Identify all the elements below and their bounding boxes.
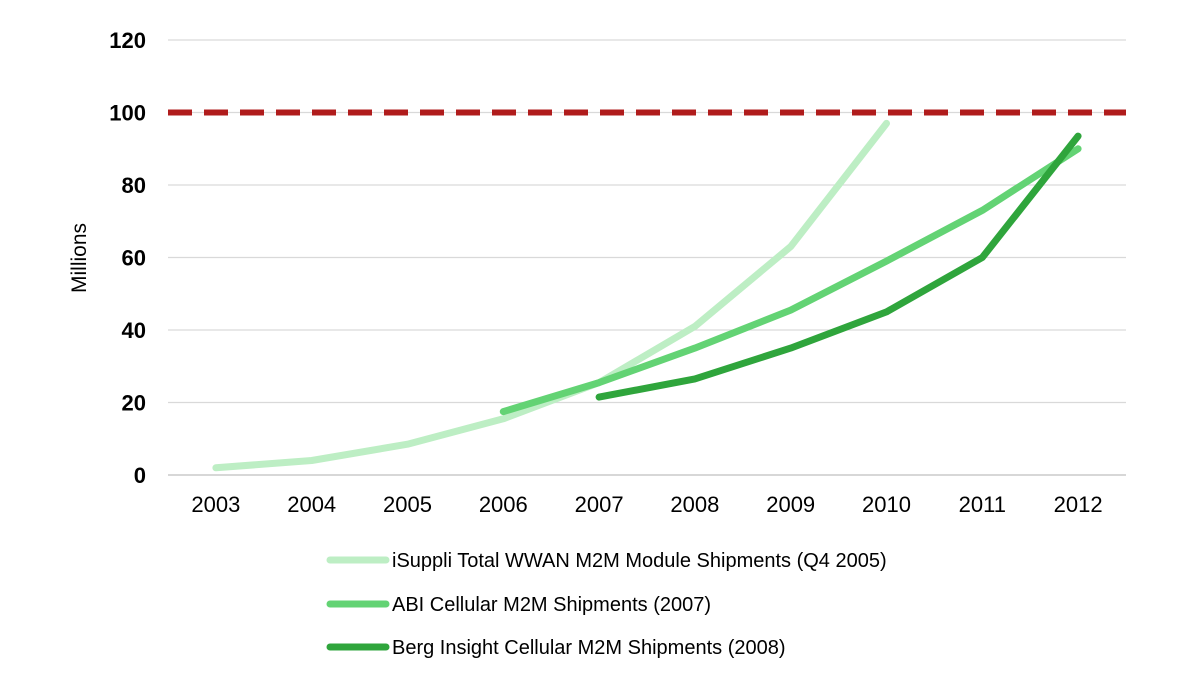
legend-label: ABI Cellular M2M Shipments (2007): [392, 594, 711, 616]
x-tick-label: 2007: [575, 492, 624, 517]
y-axis-ticks: 0 20 40 60 80 100 120: [109, 28, 146, 488]
y-tick-label: 20: [122, 391, 146, 416]
x-tick-label: 2004: [287, 492, 336, 517]
x-tick-label: 2008: [670, 492, 719, 517]
legend-label: Berg Insight Cellular M2M Shipments (200…: [392, 637, 786, 659]
series-line-2: [499, 145, 1082, 416]
x-tick-label: 2012: [1054, 492, 1103, 517]
series-lines: [212, 119, 1082, 472]
x-tick-label: 2009: [766, 492, 815, 517]
y-tick-label: 60: [122, 246, 146, 271]
series-line-3: [595, 132, 1082, 401]
x-tick-label: 2005: [383, 492, 432, 517]
y-tick-label: 0: [134, 463, 146, 488]
y-tick-label: 80: [122, 173, 146, 198]
series-line-1: [212, 119, 890, 472]
y-tick-label: 100: [109, 101, 146, 126]
x-tick-label: 2010: [862, 492, 911, 517]
x-tick-label: 2011: [959, 492, 1006, 517]
y-tick-label: 40: [122, 318, 146, 343]
legend-label: iSuppli Total WWAN M2M Module Shipments …: [392, 550, 887, 572]
y-tick-label: 120: [109, 28, 146, 53]
x-axis-ticks: 2003 2004 2005 2006 2007 2008 2009 2010 2011 2012: [191, 492, 1102, 517]
x-tick-label: 2006: [479, 492, 528, 517]
legend: iSuppli Total WWAN M2M Module Shipments …: [326, 550, 887, 659]
y-axis-label: Millions: [68, 223, 91, 293]
x-tick-label: 2003: [191, 492, 240, 517]
